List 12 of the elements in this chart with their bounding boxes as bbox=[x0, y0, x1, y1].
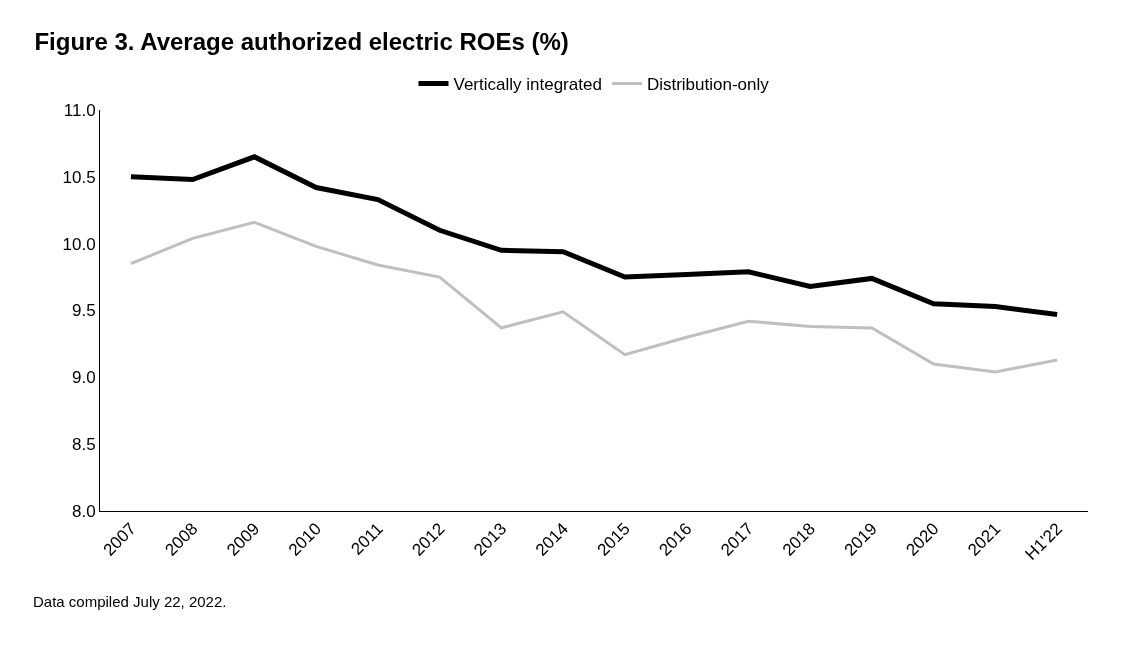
y-tick-label: 10.5 bbox=[62, 167, 96, 187]
y-tick-label: 11.0 bbox=[63, 100, 96, 120]
legend-label: Vertically integrated bbox=[453, 75, 602, 95]
y-tick-label: 9.0 bbox=[71, 368, 96, 388]
legend-label: Distribution-only bbox=[646, 75, 770, 95]
y-tick-label: 8.5 bbox=[71, 435, 96, 455]
line-series bbox=[129, 220, 1059, 374]
y-tick-label: 8.0 bbox=[71, 501, 96, 521]
y-tick-label: 10.0 bbox=[62, 234, 96, 254]
text: Data compiled July 22, 2022. bbox=[33, 593, 227, 610]
chart-title: Figure 3. Average authorized electric ROEs (%) bbox=[34, 27, 569, 55]
y-tick-label: 9.5 bbox=[71, 301, 96, 321]
